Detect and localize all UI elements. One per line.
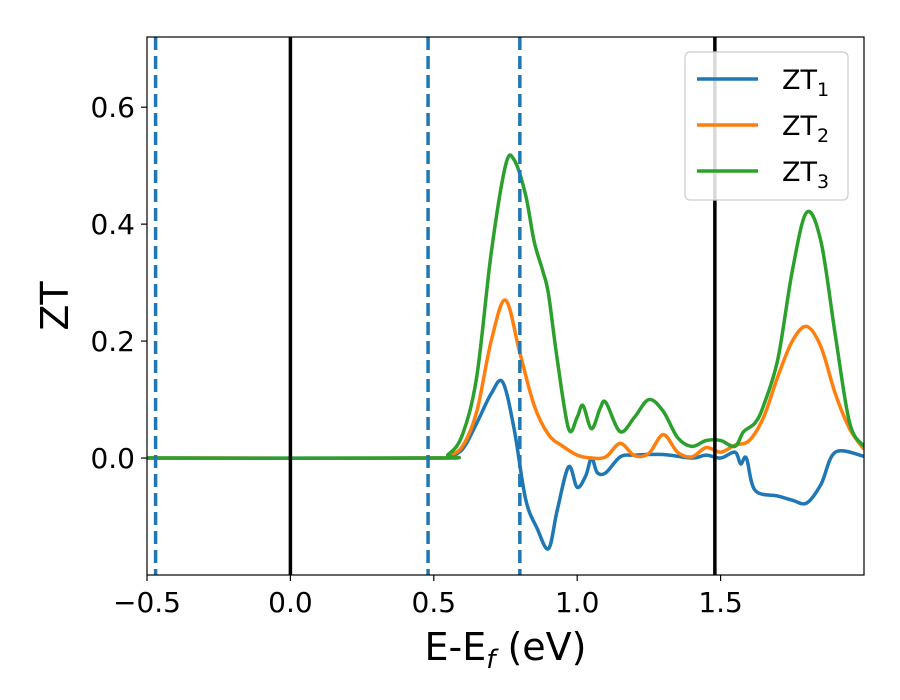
legend-label-sub: 1 (817, 79, 829, 101)
legend-label-sub: 3 (817, 171, 829, 193)
series-line-zt3 (147, 153, 864, 461)
x-tick-label: 0.5 (412, 586, 457, 619)
x-tick-label: 0.0 (268, 586, 313, 619)
axes: −0.5 0.0 0.5 1.0 1.5 0.0 0.2 0.4 0.6 (90, 36, 865, 619)
legend-label-zt3: ZT3 (782, 157, 829, 193)
legend-label-zt2: ZT2 (782, 111, 829, 147)
y-tick-label: 0.0 (90, 442, 135, 475)
legend-label-main: ZT (782, 65, 817, 96)
x-tick-label: 1.5 (698, 586, 743, 619)
legend-label-main: ZT (782, 157, 817, 188)
plot-inner (147, 37, 864, 575)
y-tick-label: 0.2 (90, 325, 135, 358)
x-axis-label-unit: (eV) (495, 625, 586, 669)
series-line-zt2 (147, 298, 864, 461)
plot-frame (146, 36, 865, 576)
legend-label-zt1: ZT1 (782, 65, 829, 101)
x-tick-label: 1.0 (555, 586, 600, 619)
legend-label-sub: 2 (817, 125, 829, 147)
y-axis-label: ZT (33, 281, 77, 331)
y-tick-label: 0.4 (90, 208, 135, 241)
x-tick-label: −0.5 (113, 586, 181, 619)
y-tick-label: 0.6 (90, 91, 135, 124)
plot-area (147, 37, 864, 575)
legend-box (684, 51, 849, 201)
series-line-zt1 (147, 378, 864, 551)
x-axis-label-main: E-E (425, 625, 487, 669)
legend-label-main: ZT (782, 111, 817, 142)
x-axis-label: E-Ef (eV) (425, 625, 587, 675)
